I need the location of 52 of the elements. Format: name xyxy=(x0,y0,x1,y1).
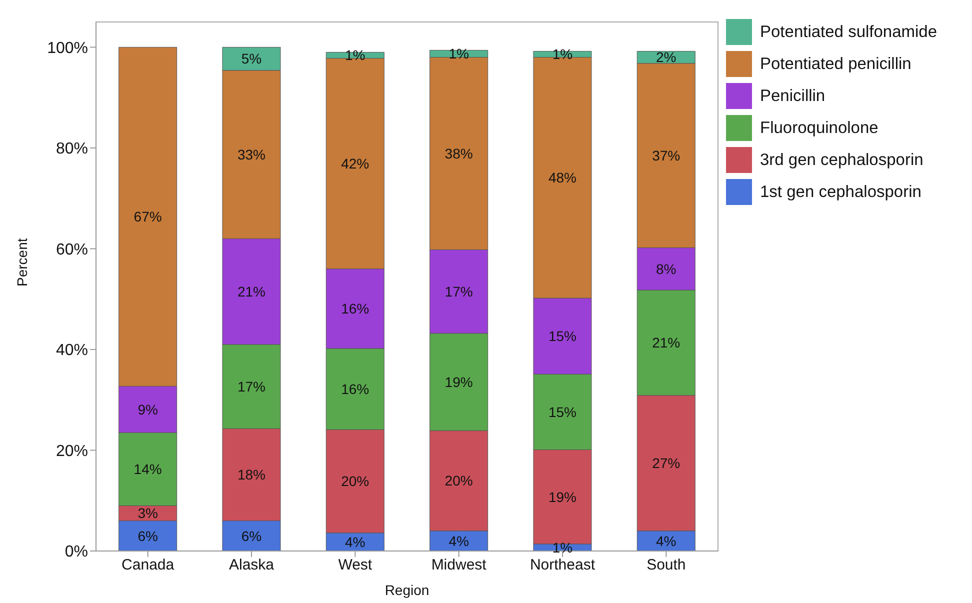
data-label: 3% xyxy=(138,505,158,522)
data-label: 4% xyxy=(345,534,366,550)
y-tick-label: 100% xyxy=(47,40,88,57)
data-label: 19% xyxy=(444,374,473,390)
data-label: 16% xyxy=(341,300,370,317)
legend-label: Potentiated penicillin xyxy=(760,54,912,74)
data-label: 8% xyxy=(656,260,676,277)
data-label: 21% xyxy=(237,284,266,300)
legend-label: Potentiated sulfonamide xyxy=(760,22,938,42)
y-tick-label: 80% xyxy=(56,140,88,158)
data-label: 20% xyxy=(444,472,473,489)
data-label: 21% xyxy=(652,334,680,351)
data-label: 17% xyxy=(444,284,473,300)
data-label: 5% xyxy=(241,50,262,67)
x-axis-title: Region xyxy=(384,582,430,598)
data-label: 6% xyxy=(138,528,158,544)
data-label: 1% xyxy=(552,539,573,556)
data-label: 9% xyxy=(138,401,158,418)
data-label: 14% xyxy=(134,461,162,478)
x-tick-label: Canada xyxy=(122,556,175,574)
data-label: 15% xyxy=(548,404,576,420)
data-label: 38% xyxy=(444,145,473,162)
y-tick-label: 60% xyxy=(56,241,88,258)
data-label: 16% xyxy=(341,380,370,397)
x-tick-label: Northeast xyxy=(530,556,596,574)
data-label: 42% xyxy=(341,156,370,172)
data-label: 67% xyxy=(134,208,162,225)
x-tick-label: Midwest xyxy=(431,556,488,574)
data-label: 27% xyxy=(652,455,680,472)
legend-label: Fluoroquinolone xyxy=(760,118,878,138)
y-axis-title: Percent xyxy=(14,238,30,286)
data-label: 19% xyxy=(548,488,576,505)
legend-label: Penicillin xyxy=(760,86,826,106)
data-label: 20% xyxy=(341,473,370,490)
x-tick-label: South xyxy=(646,556,686,574)
y-tick-label: 40% xyxy=(56,342,88,360)
data-label: 17% xyxy=(237,378,266,394)
data-label: 18% xyxy=(237,466,266,483)
y-tick-label: 20% xyxy=(56,442,88,460)
data-label: 4% xyxy=(656,532,676,549)
data-label: 4% xyxy=(448,532,469,549)
legend-label: 3rd gen cephalosporin xyxy=(760,150,924,170)
data-label: 48% xyxy=(548,170,576,186)
data-label: 15% xyxy=(548,328,576,344)
data-label: 33% xyxy=(237,146,266,162)
data-label: 2% xyxy=(656,49,676,66)
legend-label: 1st gen cephalosporin xyxy=(760,182,922,202)
y-tick-label: 0% xyxy=(64,544,88,561)
data-label: 6% xyxy=(241,528,262,544)
data-label: 37% xyxy=(652,147,680,164)
x-tick-label: West xyxy=(338,556,373,574)
x-tick-label: Alaska xyxy=(228,556,275,574)
